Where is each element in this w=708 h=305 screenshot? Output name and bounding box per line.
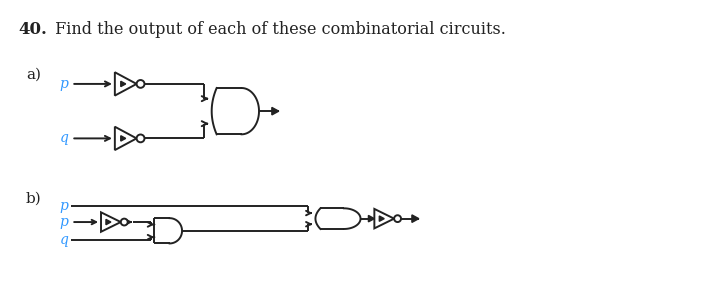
Text: q: q (59, 232, 69, 246)
Text: p: p (59, 215, 69, 229)
Text: p: p (59, 77, 69, 91)
Text: a): a) (26, 67, 41, 81)
Text: b): b) (26, 192, 42, 206)
Circle shape (121, 219, 127, 225)
Polygon shape (412, 215, 419, 222)
Polygon shape (272, 107, 279, 115)
Polygon shape (121, 81, 126, 87)
Text: p: p (59, 199, 69, 213)
Polygon shape (121, 136, 126, 141)
Polygon shape (106, 219, 111, 225)
Polygon shape (379, 216, 384, 221)
Polygon shape (368, 215, 375, 222)
Circle shape (137, 80, 144, 88)
Text: Find the output of each of these combinatorial circuits.: Find the output of each of these combina… (50, 21, 506, 38)
Text: q: q (59, 131, 69, 145)
Circle shape (394, 215, 401, 222)
Text: 40.: 40. (18, 21, 47, 38)
Circle shape (137, 135, 144, 142)
